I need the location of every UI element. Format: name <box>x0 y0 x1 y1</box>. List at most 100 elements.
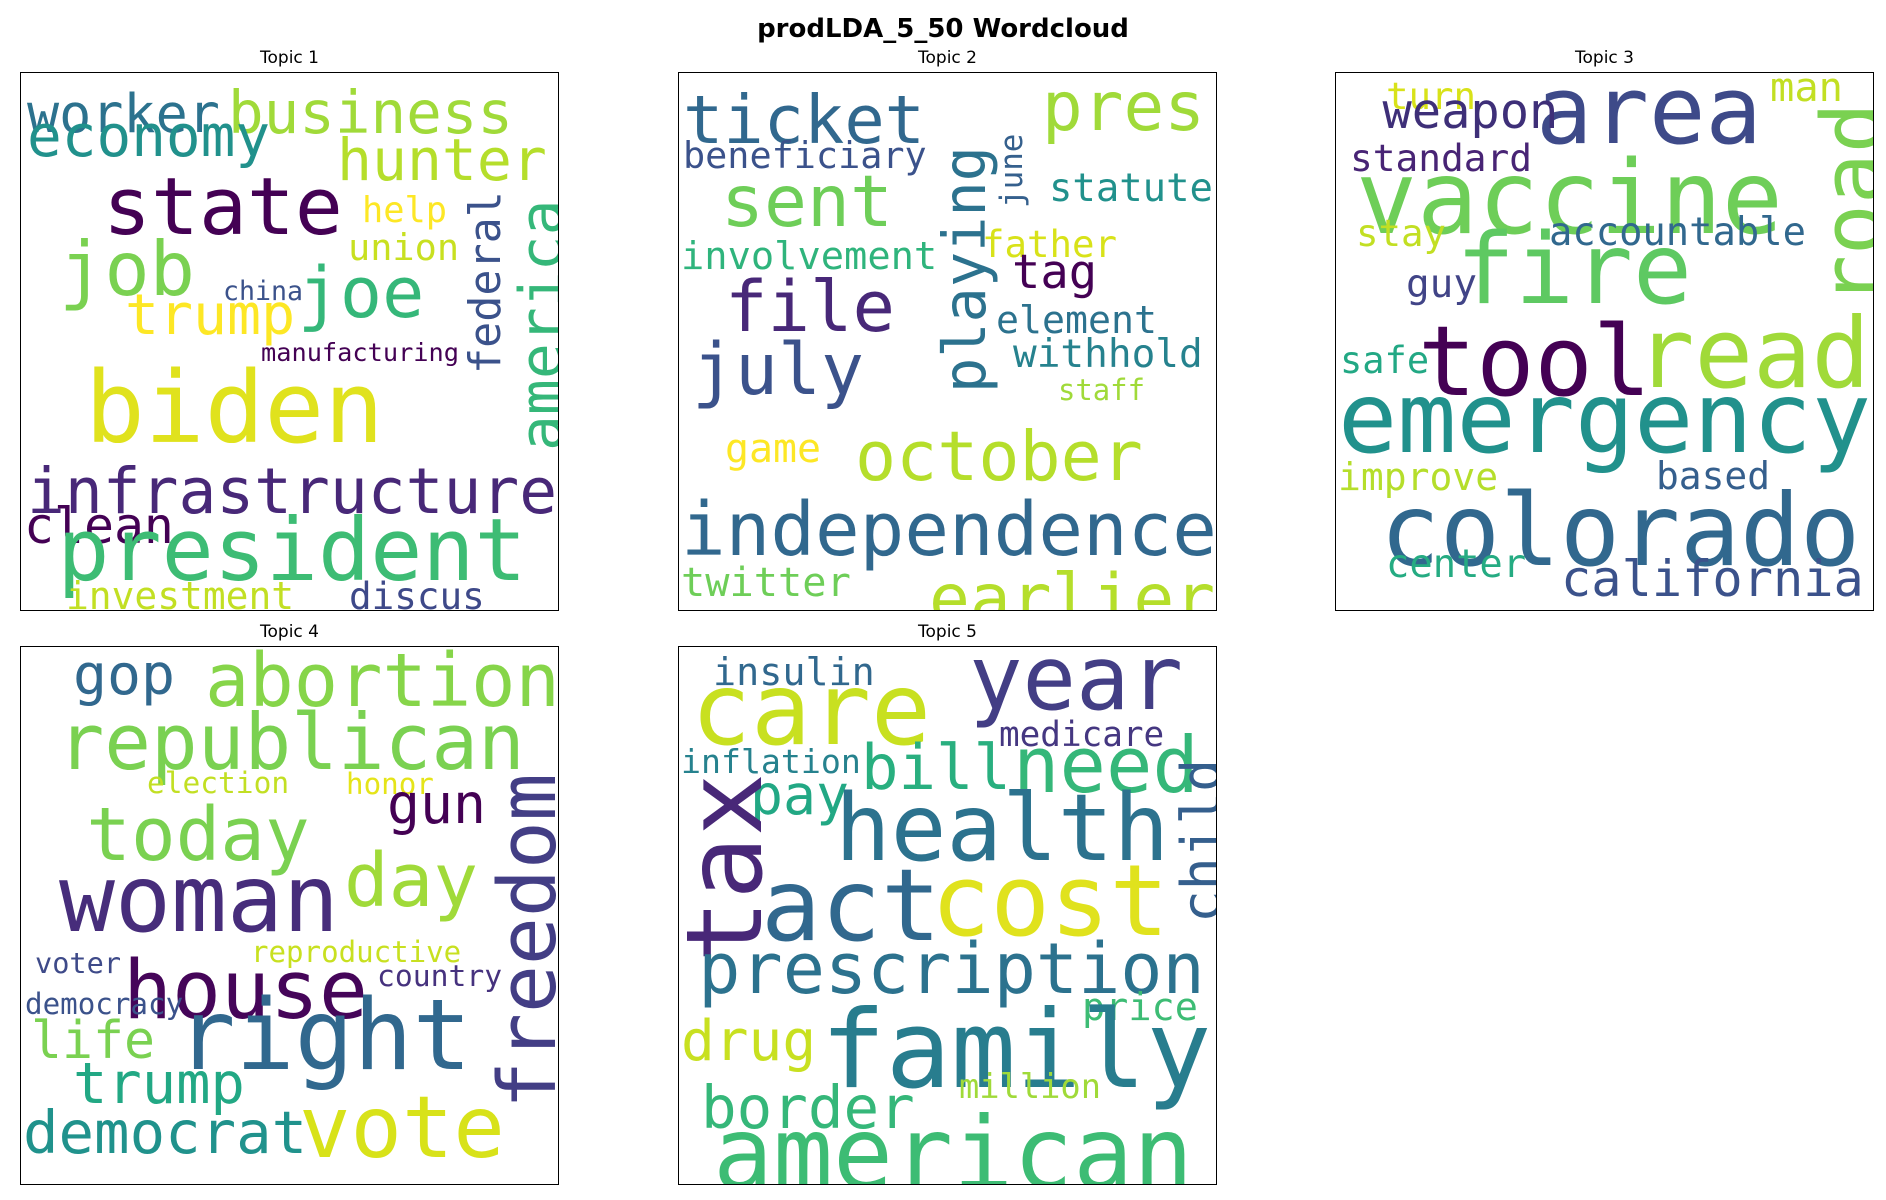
topic-1-word-job: job <box>59 224 195 313</box>
topic-5-word-need: need <box>1013 720 1199 811</box>
topic-4-word-reproductive: reproductive <box>251 934 462 969</box>
topic-2-word-sent: sent <box>721 159 893 243</box>
topic-2-word-game: game <box>725 426 822 473</box>
topic-2-word-earlier: earlier <box>929 559 1216 611</box>
topic-2-word-file: file <box>725 265 896 349</box>
topic-3-word-weapon: weapon <box>1382 83 1559 140</box>
topic-3-word-colorado: colorado <box>1380 471 1861 589</box>
topic-3-word-vaccine: vaccine <box>1356 138 1783 257</box>
topic-5-panel: Topic 5 insulin year care medicare inflation… <box>678 622 1217 1185</box>
topic-5-word-prescription: prescription <box>698 928 1205 1011</box>
topic-4-title: Topic 4 <box>260 622 319 642</box>
topic-4-word-house: house <box>123 943 369 1039</box>
topic-2-word-june: june <box>993 133 1030 209</box>
topic-1-word-infrastructure: infrastructure <box>27 455 558 529</box>
topic-3-word-guy: guy <box>1406 262 1477 308</box>
topic-3-word-fire: fire <box>1456 213 1693 328</box>
topic-2-word-pres: pres <box>1042 72 1206 146</box>
topic-5-word-inflation: inflation <box>681 742 861 781</box>
topic-3-word-california: california <box>1561 548 1864 608</box>
topic-5-word-american: american <box>713 1094 1194 1185</box>
topic-5-word-care: care <box>691 651 932 769</box>
topic-1-word-union: union <box>348 226 460 270</box>
topic-3-title: Topic 3 <box>1575 48 1634 68</box>
topic-5-title: Topic 5 <box>918 622 977 642</box>
topic-2-word-tag: tag <box>1012 244 1098 300</box>
topic-3-word-safe: safe <box>1340 339 1430 383</box>
topic-5-word-insulin: insulin <box>713 649 875 695</box>
topic-4-panel: Topic 4 gop abortion republican election hon… <box>20 622 559 1185</box>
topic-4-word-vote: vote <box>299 1079 505 1179</box>
topic-4-word-woman: woman <box>59 844 339 953</box>
topic-1-word-joe: joe <box>297 252 425 335</box>
topic-2-word-element: element <box>996 299 1157 343</box>
topic-3-word-turn: turn <box>1386 74 1477 118</box>
topic-5-word-price: price <box>1082 984 1198 1030</box>
topic-1-word-biden: biden <box>85 351 384 467</box>
topic-4-word-republican: republican <box>57 697 525 788</box>
topic-4-word-election: election <box>147 765 290 800</box>
topic-1-word-hunter: hunter <box>337 126 547 195</box>
topic-1-word-china: china <box>223 275 304 307</box>
topic-4-word-gop: gop <box>73 646 176 708</box>
topic-1-word-economy: economy <box>27 102 271 171</box>
topic-4-word-today: today <box>86 792 310 878</box>
topic-2-word-withhold: withhold <box>1013 331 1203 378</box>
topic-5-word-year: year <box>969 646 1184 730</box>
topic-1-word-clean: clean <box>24 497 174 556</box>
topic-1-word-president: president <box>57 500 527 601</box>
topic-4-word-abortion: abortion <box>205 646 559 725</box>
topic-2-word-father: father <box>982 222 1118 267</box>
topic-5-word-million: million <box>959 1066 1101 1106</box>
topic-4-word-voter: voter <box>35 946 122 980</box>
topic-1-word-business: business <box>228 77 514 147</box>
topic-2-word-involvement: involvement <box>681 233 938 279</box>
topic-4-word-honor: honor <box>346 766 434 801</box>
topic-3-word-man: man <box>1770 72 1843 111</box>
topic-2-word-ticket: ticket <box>683 80 926 159</box>
topic-4-word-right: right <box>176 979 472 1094</box>
topic-2-word-july: july <box>692 327 864 411</box>
topic-1-word-discus: discus <box>349 573 485 611</box>
topic-4-word-gun: gun <box>387 771 486 836</box>
topic-1-word-manufacturing: manufacturing <box>261 338 459 368</box>
topic-4-word-country: country <box>377 958 503 994</box>
topic-3-panel: Topic 3 turn area man weapon road standard vac… <box>1335 48 1874 611</box>
topic-1-word-help: help <box>362 189 448 231</box>
topic-2-word-beneficiary: beneficiary <box>683 133 927 177</box>
topic-5-word-cost: cost <box>931 844 1169 959</box>
topic-4-word-trump: trump <box>73 1051 245 1118</box>
topic-5-word-medicare: medicare <box>999 715 1165 756</box>
topic-3-word-road: road <box>1802 102 1874 306</box>
topic-2-word-twitter: twitter <box>681 558 851 606</box>
topic-5-word-act: act <box>761 846 942 964</box>
topic-5-word-pay: pay <box>750 763 849 827</box>
topic-3-word-area: area <box>1536 72 1762 167</box>
topic-2-word-independence: independence <box>681 487 1217 573</box>
topic-2-word-october: october <box>855 417 1143 497</box>
topic-3-word-emergency: emergency <box>1338 361 1872 476</box>
topic-4-wordcloud: gop abortion republican election honor gun tod… <box>20 646 559 1185</box>
topic-1-word-america: america <box>507 199 559 451</box>
topic-2-word-playing: playing <box>931 145 1000 393</box>
topic-3-word-read: read <box>1636 297 1871 411</box>
topic-4-word-life: life <box>31 1011 156 1072</box>
topic-1-wordcloud: worker business economy hunter state help unio… <box>20 72 559 611</box>
topic-3-word-standard: standard <box>1350 135 1533 180</box>
topic-1-title: Topic 1 <box>260 48 319 68</box>
topic-5-wordcloud: insulin year care medicare inflation need bill… <box>678 646 1217 1185</box>
topic-3-word-improve: improve <box>1338 455 1499 500</box>
topic-2-word-statute: statute <box>1049 166 1213 212</box>
topic-1-panel: Topic 1 worker business economy hunter state… <box>20 48 559 611</box>
topic-3-word-tool: tool <box>1418 305 1652 419</box>
topic-3-word-stay: stay <box>1356 211 1447 256</box>
topic-2-wordcloud: ticket pres beneficiary june sent playing stat… <box>678 72 1217 611</box>
topic-1-word-investment: investment <box>66 573 295 611</box>
topic-1-word-federal: federal <box>460 191 511 374</box>
topic-5-word-bill: bill <box>861 730 1012 804</box>
topic-1-word-state: state <box>103 159 343 253</box>
topic-2-panel: Topic 2 ticket pres beneficiary june sent pla… <box>678 48 1217 611</box>
topic-3-word-accountable: accountable <box>1549 209 1806 255</box>
topic-5-word-health: health <box>835 774 1170 883</box>
topic-2-title: Topic 2 <box>918 48 977 68</box>
